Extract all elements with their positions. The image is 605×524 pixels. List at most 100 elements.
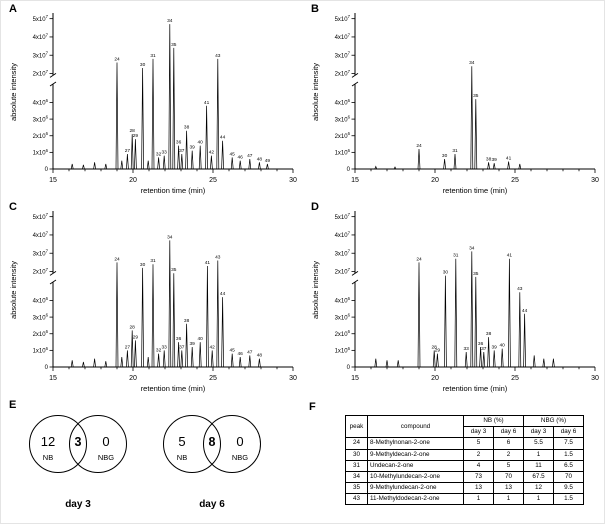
svg-text:0: 0 — [347, 365, 351, 371]
venn-nb-only-count: 5 — [178, 434, 186, 449]
svg-text:2x106: 2x106 — [33, 329, 49, 338]
header-nbg-day6: day 6 — [553, 426, 584, 439]
svg-text:33: 33 — [464, 346, 470, 352]
svg-text:2x106: 2x106 — [335, 329, 351, 338]
svg-text:15: 15 — [49, 375, 57, 382]
svg-text:5x107: 5x107 — [33, 212, 49, 221]
svg-text:42: 42 — [209, 150, 215, 156]
chromatogram-trace — [355, 66, 595, 170]
cell-nbg-day3-value: 1 — [523, 493, 554, 506]
chromatogram-d: 15 20 25 30 retention time (min) 0 1x106 2x106 3… — [311, 211, 599, 393]
cell-nb-day3-value: 5 — [463, 437, 494, 450]
svg-text:38: 38 — [184, 318, 190, 324]
svg-text:39: 39 — [492, 344, 498, 350]
svg-text:31: 31 — [150, 53, 156, 59]
table-row: 35 9-Methylundecan-2-one 13 13 12 9.5 — [345, 482, 584, 495]
panel-c-letter: C — [9, 201, 17, 213]
svg-text:20: 20 — [129, 375, 137, 382]
svg-text:30: 30 — [289, 177, 297, 184]
svg-text:27: 27 — [125, 148, 131, 154]
svg-text:48: 48 — [257, 353, 263, 359]
svg-text:28: 28 — [432, 344, 438, 350]
svg-text:36: 36 — [176, 336, 182, 342]
svg-text:35: 35 — [473, 271, 479, 277]
table-row: 43 11-Methyldodecan-2-one 1 1 1 1.5 — [345, 493, 584, 506]
svg-text:15: 15 — [351, 177, 359, 184]
venn-nbg-only-count: 0 — [236, 434, 244, 449]
svg-text:28: 28 — [130, 324, 136, 330]
chromatogram-a: 15 20 25 30 retention time (min) 0 1x106 2x106 3… — [9, 13, 297, 195]
compound-table: peak compound NB (%) NBG (%) day 3 day 6… — [345, 414, 584, 506]
table-row: 31 Undecan-2-one 4 5 11 6.5 — [345, 459, 584, 472]
svg-text:20: 20 — [431, 177, 439, 184]
svg-text:33: 33 — [162, 150, 168, 156]
table-row: 34 10-Methylundecan-2-one 73 70 67.5 70 — [345, 470, 584, 484]
svg-text:46: 46 — [238, 155, 244, 161]
cell-nb-day6-value: 6 — [493, 437, 524, 450]
cell-nb-day3-value: 73 — [463, 470, 494, 484]
svg-text:5x107: 5x107 — [335, 14, 351, 23]
svg-text:24: 24 — [416, 256, 422, 262]
cell-nbg-day3-value: 12 — [523, 482, 554, 495]
svg-text:0: 0 — [45, 167, 49, 173]
svg-text:44: 44 — [522, 308, 528, 314]
svg-text:34: 34 — [167, 234, 173, 240]
svg-text:2x106: 2x106 — [33, 131, 49, 140]
cell-nbg-day3-value: 67.5 — [523, 470, 554, 484]
svg-text:25: 25 — [511, 375, 519, 382]
svg-text:2x106: 2x106 — [335, 131, 351, 140]
header-nb-day3: day 3 — [463, 426, 494, 439]
cell-nb-day3-value: 4 — [463, 459, 494, 472]
table-row: 24 8-Methylnonan-2-one 5 6 5.5 7.5 — [345, 437, 584, 450]
svg-text:3x106: 3x106 — [33, 313, 49, 322]
svg-text:15: 15 — [351, 375, 359, 382]
panel-b-letter: B — [311, 3, 319, 15]
svg-text:4x106: 4x106 — [33, 98, 49, 107]
svg-text:40: 40 — [500, 343, 506, 349]
header-nbg-day3: day 3 — [523, 426, 554, 439]
svg-text:4x107: 4x107 — [33, 230, 49, 239]
svg-text:38: 38 — [486, 156, 492, 162]
svg-text:47: 47 — [247, 153, 253, 159]
svg-text:absolute intensity: absolute intensity — [311, 63, 320, 121]
svg-text:3x107: 3x107 — [33, 51, 49, 60]
svg-text:30: 30 — [140, 262, 146, 268]
svg-text:41: 41 — [204, 100, 210, 106]
venn-circle-nbg — [69, 415, 127, 473]
svg-text:retention time (min): retention time (min) — [141, 186, 206, 195]
venn-caption-day3: day 3 — [65, 499, 91, 510]
axes: 15 20 25 30 retention time (min) 0 1x106 2x106 3… — [9, 211, 297, 393]
svg-text:24: 24 — [114, 57, 120, 63]
venn-nbg-label: NBG — [231, 453, 249, 462]
peak-labels: 24 30 31 34 35 38 39 41 — [416, 60, 511, 163]
svg-text:20: 20 — [129, 177, 137, 184]
svg-text:2x107: 2x107 — [335, 267, 351, 276]
cell-peak-number: 35 — [345, 482, 368, 495]
panel-c-chromatogram: C 15 20 25 30 retention time (min) 0 1x106 2x10… — [7, 201, 301, 397]
cell-nbg-day3-value: 5.5 — [523, 437, 554, 450]
svg-text:30: 30 — [442, 153, 448, 159]
svg-text:2x107: 2x107 — [335, 69, 351, 78]
svg-text:5x107: 5x107 — [33, 14, 49, 23]
svg-text:4x107: 4x107 — [335, 230, 351, 239]
svg-text:30: 30 — [591, 177, 599, 184]
svg-text:absolute intensity: absolute intensity — [9, 261, 18, 319]
svg-text:3x107: 3x107 — [33, 249, 49, 258]
cell-nbg-day3-value: 1 — [523, 448, 554, 461]
svg-text:4x107: 4x107 — [335, 32, 351, 41]
cell-nbg-day6-value: 6.5 — [553, 459, 584, 472]
svg-text:3x107: 3x107 — [335, 249, 351, 258]
cell-nbg-day3-value: 11 — [523, 459, 554, 472]
svg-text:3x106: 3x106 — [335, 115, 351, 124]
cell-nbg-day6-value: 9.5 — [553, 482, 584, 495]
svg-text:44: 44 — [220, 135, 226, 141]
venn-overlap-count: 8 — [208, 435, 216, 449]
svg-text:39: 39 — [190, 145, 196, 151]
svg-text:1x106: 1x106 — [335, 148, 351, 157]
svg-text:41: 41 — [506, 156, 512, 162]
venn-nbg-label: NBG — [97, 453, 115, 462]
svg-text:37: 37 — [179, 148, 185, 154]
svg-text:24: 24 — [416, 143, 422, 149]
cell-compound-name: Undecan-2-one — [367, 459, 464, 472]
